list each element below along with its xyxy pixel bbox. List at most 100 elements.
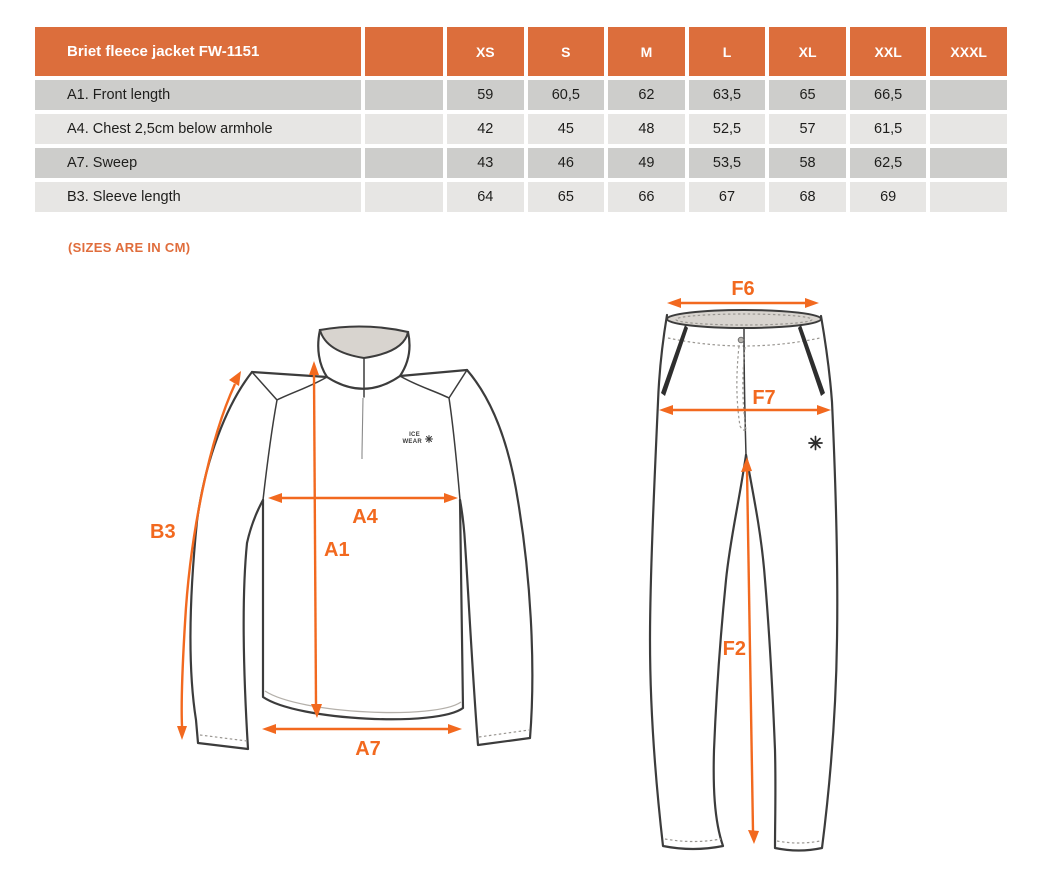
measurement-b3: B3 — [150, 371, 241, 740]
f7-arrowhead-left — [659, 405, 673, 415]
value-cell: 64 — [447, 182, 524, 212]
f6-arrowhead-right — [805, 298, 819, 308]
measurement-a4: A4 — [268, 493, 458, 528]
size-header-xxxl: XXXL — [930, 27, 1007, 76]
size-header-s: S — [527, 27, 605, 76]
size-header-xxl: XXL — [849, 27, 927, 76]
a7-label: A7 — [355, 738, 381, 760]
measurement-a7: A7 — [262, 724, 462, 760]
pants-center-front — [743, 327, 747, 456]
jacket-body — [261, 498, 465, 721]
f7-label: F7 — [752, 387, 775, 409]
a7-arrowhead-left — [262, 724, 276, 734]
value-cell: 61,5 — [849, 114, 927, 144]
table-header-spacer — [365, 27, 443, 76]
pants-outline-left — [648, 313, 748, 851]
measurement-f6: F6 — [667, 280, 819, 308]
a1-arrowhead-bottom — [311, 704, 322, 718]
b3-label: B3 — [150, 521, 176, 543]
measurement-f2: F2 — [723, 457, 759, 844]
pants-fly-stitch — [736, 345, 749, 432]
row-spacer — [365, 182, 443, 212]
pants-pocket-right — [798, 325, 825, 396]
jacket-shoulder-right — [398, 368, 469, 378]
logo-text-ice: ICE — [409, 432, 420, 438]
value-cell: 65 — [527, 182, 605, 212]
jacket-cuff-stitch-left — [199, 734, 248, 742]
value-cell — [930, 182, 1007, 212]
value-cell: 49 — [608, 148, 685, 178]
b3-arrowhead-bottom — [177, 726, 187, 740]
row-label-sleeve-length: B3. Sleeve length — [35, 182, 361, 212]
jacket-raglan-left — [251, 371, 328, 501]
jacket-hem-stitch — [264, 690, 462, 714]
row-spacer — [365, 148, 443, 178]
jacket-cuff-stitch-right — [478, 729, 530, 738]
table-title: Briet fleece jacket FW-1151 — [35, 27, 361, 76]
pants-diagram: F6 F7 F2 — [648, 280, 839, 852]
a4-arrowhead-right — [444, 493, 458, 503]
value-cell: 68 — [769, 182, 846, 212]
snowflake-icon — [808, 435, 823, 451]
pants-waist-opening — [666, 309, 822, 329]
value-cell: 42 — [447, 114, 524, 144]
value-cell: 65 — [769, 80, 846, 110]
a7-arrowhead-right — [448, 724, 462, 734]
value-cell: 60,5 — [527, 80, 605, 110]
f2-label: F2 — [723, 638, 746, 660]
value-cell: 45 — [527, 114, 605, 144]
value-cell: 63,5 — [688, 80, 766, 110]
pants-outline-right — [744, 314, 839, 852]
measurement-a1: A1 — [309, 361, 350, 718]
jacket-zipper — [361, 397, 364, 459]
value-cell: 66 — [608, 182, 685, 212]
jacket-raglan-right — [399, 369, 468, 501]
pants-pocket-left — [661, 325, 688, 396]
value-cell — [930, 80, 1007, 110]
value-cell: 67 — [688, 182, 766, 212]
value-cell: 59 — [447, 80, 524, 110]
value-cell: 66,5 — [849, 80, 927, 110]
jacket-collar-opening — [318, 325, 410, 360]
logo-text-wear: WEAR — [402, 439, 422, 445]
row-label-sweep: A7. Sweep — [35, 148, 361, 178]
f7-arrowhead-right — [817, 405, 831, 415]
value-cell: 62 — [608, 80, 685, 110]
row-label-chest: A4. Chest 2,5cm below armhole — [35, 114, 361, 144]
b3-arrowhead-top — [229, 371, 241, 386]
pants-hem-stitch-right — [776, 840, 821, 844]
value-cell: 69 — [849, 182, 927, 212]
jacket-diagram: ICE WEAR B3 A1 — [150, 325, 534, 760]
value-cell — [930, 148, 1007, 178]
f6-label: F6 — [731, 280, 754, 300]
measurement-f7: F7 — [659, 387, 831, 415]
jacket-sleeve-left — [189, 370, 265, 751]
row-spacer — [365, 114, 443, 144]
size-header-m: M — [608, 27, 685, 76]
a1-arrowhead-top — [309, 361, 319, 375]
value-cell: 46 — [527, 148, 605, 178]
value-cell: 53,5 — [688, 148, 766, 178]
pants-button — [737, 336, 745, 344]
f6-arrowhead-left — [667, 298, 681, 308]
pants-hem-stitch-left — [664, 838, 722, 843]
snowflake-icon — [425, 435, 433, 443]
jacket-brand-logo: ICE WEAR — [402, 432, 433, 445]
jacket-sleeve-right — [458, 368, 534, 747]
size-header-l: L — [688, 27, 766, 76]
size-header-xs: XS — [447, 27, 524, 76]
value-cell — [930, 114, 1007, 144]
value-cell: 57 — [769, 114, 846, 144]
value-cell: 58 — [769, 148, 846, 178]
a4-label: A4 — [352, 506, 378, 528]
value-cell: 43 — [447, 148, 524, 178]
f2-arrowhead-top — [741, 457, 752, 472]
row-label-front-length: A1. Front length — [35, 80, 361, 110]
value-cell: 52,5 — [688, 114, 766, 144]
value-cell: 48 — [608, 114, 685, 144]
size-header-xl: XL — [769, 27, 846, 76]
a1-label: A1 — [324, 539, 350, 561]
pants-waist-stitch — [675, 313, 813, 326]
a4-arrowhead-left — [268, 493, 282, 503]
